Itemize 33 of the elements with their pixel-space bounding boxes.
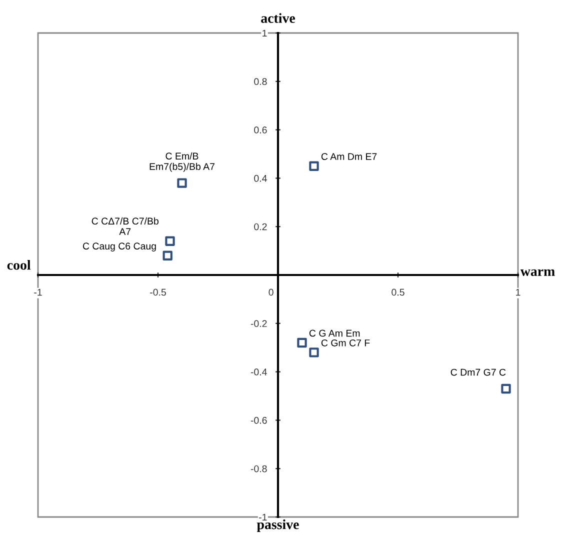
x-tick-label: 0 (268, 288, 274, 296)
text: passive (256, 519, 299, 532)
y-tick-label: -0.2 (250, 320, 267, 328)
text: warm (520, 269, 555, 276)
y-tick-label: 0.4 (254, 174, 267, 182)
x-tick-label: 1 (516, 288, 520, 296)
y-tick-label: 1 (262, 30, 267, 37)
point (309, 348, 319, 358)
y-tick-label: 0.2 (254, 223, 267, 230)
y-tick-label: -0.6 (250, 416, 267, 424)
y-tick-label: -0.8 (250, 465, 267, 472)
annotation: C G Am Em (309, 330, 360, 337)
annotation: C Am Dm E7 (321, 153, 377, 160)
x-tick-label: -0.5 (150, 288, 166, 296)
point (165, 236, 175, 246)
point (309, 161, 319, 171)
y-tick-label: -1 (259, 514, 267, 521)
y-tick-label: -0.4 (250, 368, 267, 376)
x-tick-label: 0.5 (392, 288, 404, 296)
annotation: C Dm7 G7 C (450, 368, 506, 376)
point (297, 338, 307, 348)
point (501, 384, 511, 394)
y-tick-label: 0.6 (254, 126, 267, 134)
point (177, 178, 187, 188)
annotation: C Gm C7 F (321, 339, 370, 346)
annotation: C CΔ7/B C7/Bb A7 (92, 217, 158, 235)
text: active (261, 13, 295, 23)
point (162, 250, 172, 260)
text: cool (7, 260, 31, 270)
annotation: C Caug C6 Caug (82, 242, 156, 252)
annotation: C Em/B Em7(b5)/Bb A7 (150, 152, 214, 172)
y-tick-label: 0.8 (254, 78, 267, 86)
x-tick-label: -1 (34, 288, 42, 296)
